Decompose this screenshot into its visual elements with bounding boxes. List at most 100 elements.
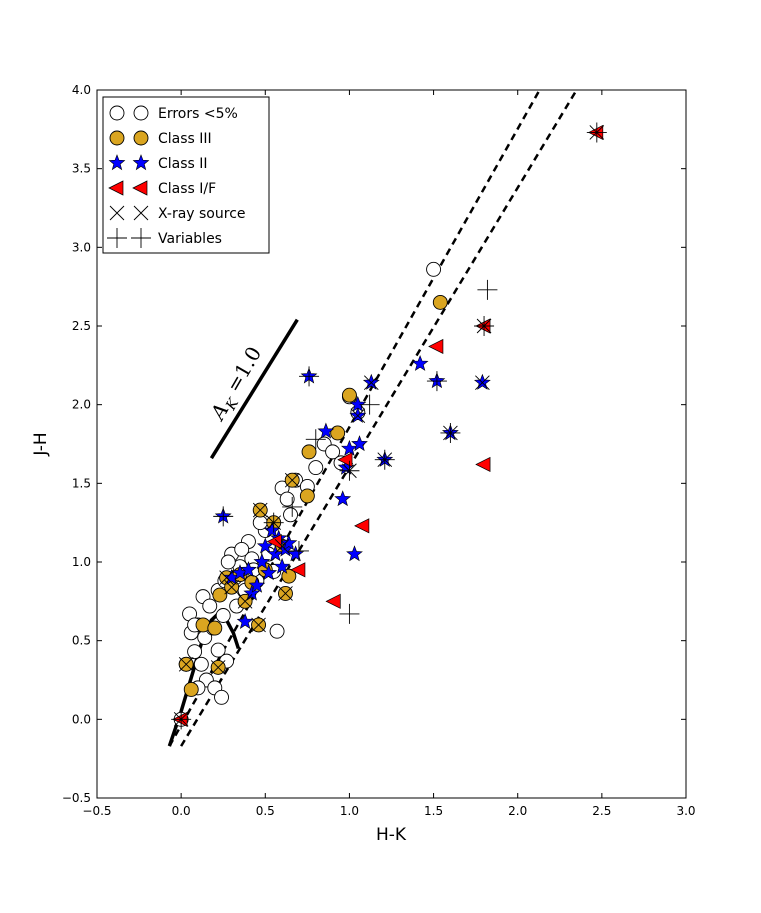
blue-star-marker [411,354,429,371]
open-circle-marker [215,608,231,623]
x-cross-marker [274,538,290,554]
blue-star-marker [474,373,491,390]
series-class-ii [214,354,491,629]
plus-marker [282,496,303,517]
red-triangle-marker [132,180,148,196]
legend-entry: Class II [108,154,208,172]
x-cross-marker [278,586,293,601]
plus-marker [299,366,320,387]
blue-star-marker [349,406,367,423]
x-tick-label: −0.5 [82,804,111,818]
plot-frame [96,89,687,799]
open-circle-marker [325,444,341,460]
open-circle-marker [214,689,229,705]
legend-entry: X-ray source [109,205,246,222]
blue-star-marker [236,612,254,629]
open-circle-marker [210,642,226,658]
y-tick-label: 2.0 [72,398,91,412]
reddening-vector [209,318,299,460]
plus-marker [107,228,127,248]
reddening-band-lower [180,90,578,747]
open-circle-marker [269,623,285,639]
plus-marker [213,506,234,527]
legend-entry: Errors <5% [109,105,238,122]
blue-star-marker [351,435,368,452]
legend-label: Errors <5% [158,106,238,122]
blue-star-marker [263,521,281,538]
blue-star-marker [340,439,358,456]
x-cross-marker [363,375,379,390]
blue-star-marker [280,534,298,551]
gold-circle-marker [207,620,223,636]
x-cross-marker [237,594,253,609]
x-axis-label: H-K [376,825,407,845]
y-tick-label: 1.0 [72,555,91,569]
legend-label: Class III [158,131,212,147]
x-tick-label: 0.0 [172,804,191,818]
gold-circle-marker [299,488,315,504]
gold-circle-marker [281,568,297,584]
gold-circle-marker [212,587,228,603]
gold-circle-marker [330,425,346,441]
plus-marker [477,279,498,300]
gold-circle-marker [301,444,317,460]
plus-marker [440,422,461,443]
blue-star-marker [287,545,305,562]
x-cross-marker [133,205,149,221]
plus-marker [171,709,192,730]
gold-circle-marker [133,130,149,146]
open-circle-marker [308,460,324,476]
x-cross-marker [210,660,226,675]
open-circle-marker [426,261,442,277]
open-circle-marker [133,105,149,121]
gold-circle-marker [109,130,125,146]
open-circle-marker [193,656,209,672]
x-tick-label: 0.5 [256,804,275,818]
open-circle-marker [283,507,298,523]
x-cross-marker [284,472,300,488]
open-circle-marker [109,105,125,121]
gold-circle-marker [183,681,199,697]
axes-layer: −0.5 0.0 0.5 1.0 1.5 2.0 2.5 3.0 −0.5 0.0 0.5 1.0 1.… [62,83,696,818]
red-triangle-marker [108,180,124,196]
x-cross-marker [475,375,490,390]
gold-circle-marker [341,387,357,403]
legend-box [102,96,270,254]
x-tick-label: 2.0 [508,804,527,818]
intrinsic-locus [167,610,241,747]
red-triangle-marker [325,593,341,609]
open-circle-marker [202,598,218,614]
y-tick-label: 0.0 [72,712,91,726]
y-tick-label: 1.5 [72,476,91,490]
series-variables [171,122,607,730]
x-tick-label: 3.0 [676,804,695,818]
red-triangle-marker [354,518,370,534]
open-circle-marker [234,541,250,557]
blue-star-marker [349,395,367,412]
legend-label: Variables [158,231,222,247]
plus-marker [374,449,395,470]
points-layer [171,122,607,730]
legend-entry: Class I/F [108,180,216,197]
x-cross-marker [224,579,239,595]
blue-star-marker [334,490,352,507]
legend-label: X-ray source [158,206,246,222]
blue-star-marker [248,576,266,593]
open-circle-marker [220,554,236,570]
open-circle-marker [279,491,295,507]
legend-entry: Class III [109,130,212,147]
y-tick-label: 2.5 [72,319,91,333]
plus-marker [288,540,309,561]
red-triangle-marker [290,562,306,578]
x-tick-label: 1.5 [424,804,443,818]
y-tick-label: 4.0 [72,83,91,97]
blue-star-marker [239,561,257,577]
blue-star-marker [260,564,278,581]
legend-entries: Errors <5% Class III Class II Class I/F X-ra… [107,105,246,248]
y-tick-label: 3.0 [72,240,91,254]
red-triangle-marker [475,456,491,473]
blue-star-marker [317,422,335,439]
plus-marker [474,316,495,336]
x-cross-marker [178,656,194,672]
